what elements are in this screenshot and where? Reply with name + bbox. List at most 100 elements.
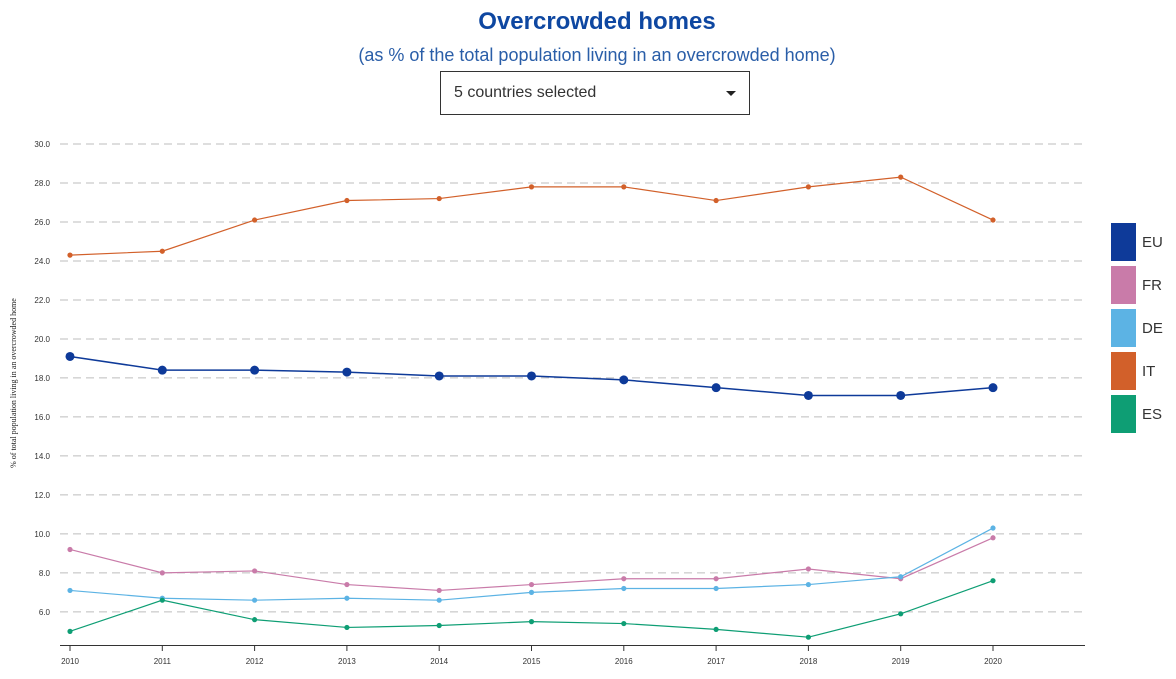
legend-swatch xyxy=(1111,223,1136,261)
data-point-es xyxy=(621,620,627,627)
y-tick-label: 26.0 xyxy=(34,218,50,227)
data-point-it xyxy=(621,184,627,190)
data-point-eu xyxy=(711,383,721,393)
data-point-it xyxy=(805,184,812,190)
series-line-es xyxy=(69,580,994,638)
data-point-eu xyxy=(250,365,260,375)
y-tick-label: 14.0 xyxy=(34,452,50,461)
data-point-de xyxy=(67,587,73,594)
legend-item-fr[interactable]: FR xyxy=(1111,266,1176,304)
y-axis-label: % of total population living in an overc… xyxy=(9,298,18,468)
data-point-de xyxy=(805,581,812,588)
y-tick-label: 28.0 xyxy=(34,179,50,188)
legend-swatch xyxy=(1111,266,1136,304)
data-point-it xyxy=(159,248,165,254)
data-point-eu xyxy=(803,390,813,400)
legend-item-eu[interactable]: EU xyxy=(1111,223,1176,261)
data-point-fr xyxy=(528,581,535,588)
y-tick-label: 8.0 xyxy=(39,569,51,578)
data-point-fr xyxy=(344,581,350,588)
legend-swatch xyxy=(1111,309,1136,347)
data-point-it xyxy=(713,197,719,204)
y-tick-label: 10.0 xyxy=(34,530,50,539)
data-point-eu xyxy=(342,367,352,377)
data-point-eu xyxy=(65,351,75,361)
caret-down-icon xyxy=(726,91,736,96)
x-tick-label: 2014 xyxy=(430,657,448,666)
data-point-es xyxy=(344,624,350,631)
legend-item-de[interactable]: DE xyxy=(1111,309,1176,347)
data-point-it xyxy=(528,184,535,190)
data-point-fr xyxy=(713,576,719,582)
legend-swatch xyxy=(1111,352,1136,390)
data-point-es xyxy=(252,617,258,623)
data-point-fr xyxy=(67,546,73,553)
x-tick-label: 2017 xyxy=(707,657,725,666)
data-point-es xyxy=(805,634,812,640)
data-point-eu xyxy=(896,390,906,400)
data-point-it xyxy=(252,217,258,223)
x-tick-label: 2010 xyxy=(61,657,79,666)
data-point-es xyxy=(436,622,442,629)
data-point-de xyxy=(621,585,627,592)
country-selector-value: 5 countries selected xyxy=(454,84,597,101)
data-point-es xyxy=(67,628,73,634)
legend-label: EU xyxy=(1142,234,1163,251)
data-point-es xyxy=(528,619,535,625)
data-point-de xyxy=(528,589,535,595)
y-tick-label: 22.0 xyxy=(34,296,50,305)
data-point-de xyxy=(990,525,996,531)
legend-item-es[interactable]: ES xyxy=(1111,395,1176,433)
data-point-es xyxy=(713,626,719,633)
data-point-fr xyxy=(990,535,996,541)
data-point-de xyxy=(898,574,904,580)
x-tick-label: 2013 xyxy=(338,657,356,666)
x-tick-label: 2011 xyxy=(154,657,172,666)
data-point-de xyxy=(436,597,442,603)
y-tick-label: 16.0 xyxy=(34,413,50,422)
y-tick-label: 30.0 xyxy=(34,140,50,149)
data-point-de xyxy=(713,585,719,592)
data-point-fr xyxy=(805,566,812,572)
x-tick-label: 2020 xyxy=(984,657,1002,666)
chart-subtitle: (as % of the total population living in … xyxy=(358,45,836,65)
legend-label: IT xyxy=(1142,363,1156,380)
data-point-eu xyxy=(157,365,167,375)
legend-label: FR xyxy=(1142,277,1162,294)
data-point-it xyxy=(436,195,442,202)
x-tick-label: 2019 xyxy=(892,657,910,666)
data-point-eu xyxy=(527,371,536,381)
y-tick-label: 24.0 xyxy=(34,257,50,266)
data-point-it xyxy=(67,252,73,258)
data-point-it xyxy=(344,197,350,204)
data-point-it xyxy=(898,174,904,180)
y-tick-label: 6.0 xyxy=(39,608,51,617)
x-tick-label: 2018 xyxy=(800,657,818,666)
data-point-eu xyxy=(988,383,998,393)
data-point-fr xyxy=(621,576,627,582)
country-selector-dropdown[interactable]: 5 countries selected xyxy=(440,71,750,115)
data-point-es xyxy=(898,611,904,617)
x-tick-label: 2016 xyxy=(615,657,633,666)
data-point-it xyxy=(990,217,996,223)
data-point-eu xyxy=(619,375,629,385)
x-tick-label: 2015 xyxy=(523,657,541,666)
y-tick-label: 20.0 xyxy=(34,335,50,344)
data-point-es xyxy=(990,578,996,584)
data-point-de xyxy=(252,597,258,603)
series-line-de xyxy=(69,527,994,601)
x-tick-label: 2012 xyxy=(246,657,264,666)
data-point-es xyxy=(159,597,165,603)
data-point-fr xyxy=(436,587,442,594)
data-point-de xyxy=(344,595,350,601)
legend-item-it[interactable]: IT xyxy=(1111,352,1176,390)
data-point-eu xyxy=(434,371,444,381)
data-point-fr xyxy=(159,570,165,576)
legend-label: ES xyxy=(1142,406,1163,423)
data-point-fr xyxy=(252,568,258,574)
chart-title: Overcrowded homes xyxy=(478,8,716,35)
legend-label: DE xyxy=(1142,320,1163,337)
y-tick-label: 12.0 xyxy=(34,491,50,500)
legend-swatch xyxy=(1111,395,1136,433)
